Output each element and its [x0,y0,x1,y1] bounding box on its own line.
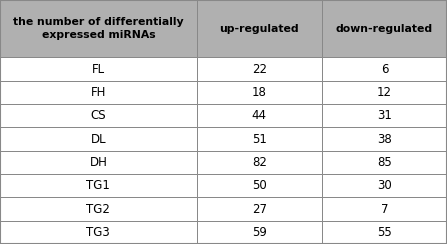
Bar [0,104,197,127]
Bar [0,221,197,244]
Bar [322,221,447,244]
Bar [322,81,447,104]
Text: 27: 27 [252,203,267,215]
Bar [0,0,197,57]
Bar [197,81,322,104]
Bar [197,104,322,127]
Text: 30: 30 [377,179,392,192]
Text: up-regulated: up-regulated [219,24,299,34]
Text: 38: 38 [377,132,392,145]
Text: FL: FL [92,62,105,75]
Text: 22: 22 [252,62,267,75]
Bar [197,57,322,81]
Bar [197,0,322,57]
Bar [0,57,197,81]
Bar [197,151,322,174]
Bar [197,174,322,197]
Text: 12: 12 [377,86,392,99]
Bar [322,151,447,174]
Bar [0,151,197,174]
Text: 44: 44 [252,109,267,122]
Text: TG2: TG2 [86,203,110,215]
Text: 31: 31 [377,109,392,122]
Text: TG1: TG1 [86,179,110,192]
Text: 50: 50 [252,179,266,192]
Text: TG3: TG3 [86,226,110,239]
Bar [322,57,447,81]
Bar [0,197,197,221]
Bar [0,127,197,151]
Text: down-regulated: down-regulated [336,24,433,34]
Text: DL: DL [91,132,106,145]
Bar [322,197,447,221]
Bar [197,127,322,151]
Text: 85: 85 [377,156,392,169]
Text: FH: FH [91,86,106,99]
Text: 55: 55 [377,226,392,239]
Text: 18: 18 [252,86,267,99]
Text: 6: 6 [381,62,388,75]
Bar [322,174,447,197]
Text: the number of differentially
expressed miRNAs: the number of differentially expressed m… [13,17,184,40]
Bar [197,197,322,221]
Bar [322,104,447,127]
Bar [0,174,197,197]
Text: 59: 59 [252,226,267,239]
Bar [197,221,322,244]
Text: 51: 51 [252,132,267,145]
Text: DH: DH [89,156,107,169]
Text: 7: 7 [381,203,388,215]
Text: 82: 82 [252,156,267,169]
Bar [0,81,197,104]
Bar [322,0,447,57]
Bar [322,127,447,151]
Text: CS: CS [91,109,106,122]
